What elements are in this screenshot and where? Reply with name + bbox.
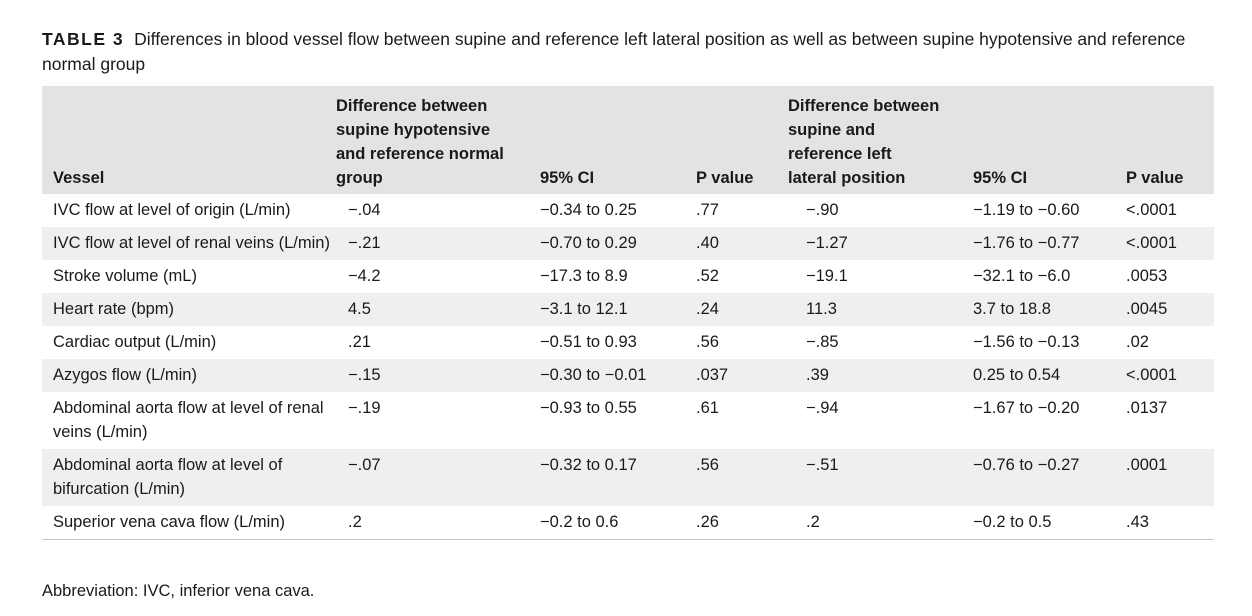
value-cell: −0.32 to 0.17 bbox=[540, 456, 637, 474]
table-row: IVC flow at level of origin (L/min) −.04 −… bbox=[42, 194, 1214, 227]
value-cell: <.0001 bbox=[1126, 234, 1177, 252]
data-table: Vessel Difference between supine hypoten… bbox=[42, 86, 1214, 540]
table-footnote: Abbreviation: IVC, inferior vena cava. bbox=[42, 582, 315, 600]
value-cell: −17.3 to 8.9 bbox=[540, 267, 628, 285]
value-cell: .0001 bbox=[1126, 456, 1168, 474]
vessel-cell: Abdominal aorta flow at level of bifurca… bbox=[53, 456, 283, 498]
value-cell: −1.19 to −0.60 bbox=[973, 201, 1080, 219]
column-header: Difference between supine and reference … bbox=[788, 97, 940, 187]
value-cell: .39 bbox=[806, 366, 829, 384]
vessel-cell: Azygos flow (L/min) bbox=[53, 366, 197, 384]
value-cell: −.07 bbox=[348, 456, 381, 474]
value-cell: 0.25 to 0.54 bbox=[973, 366, 1061, 384]
value-cell: −.90 bbox=[806, 201, 839, 219]
value-cell: 3.7 to 18.8 bbox=[973, 300, 1051, 318]
column-header: P value bbox=[1126, 169, 1184, 187]
value-cell: −.04 bbox=[348, 201, 381, 219]
value-cell: .02 bbox=[1126, 333, 1149, 351]
value-cell: −0.34 to 0.25 bbox=[540, 201, 637, 219]
value-cell: −32.1 to −6.0 bbox=[973, 267, 1071, 285]
column-header: 95% CI bbox=[540, 169, 595, 187]
table-row: Stroke volume (mL) −4.2 −17.3 to 8.9 .52 −19… bbox=[42, 260, 1214, 293]
value-cell: −0.2 to 0.6 bbox=[540, 506, 696, 540]
table-row: Abdominal aorta flow at level of renal v… bbox=[42, 392, 1214, 449]
value-cell: .56 bbox=[696, 333, 719, 351]
value-cell: −4.2 bbox=[348, 267, 381, 285]
value-cell: .56 bbox=[696, 456, 719, 474]
value-cell: .037 bbox=[696, 366, 729, 384]
value-cell: .43 bbox=[1126, 506, 1214, 540]
value-cell: −1.76 to −0.77 bbox=[973, 234, 1080, 252]
value-cell: −3.1 to 12.1 bbox=[540, 300, 628, 318]
vessel-cell: IVC flow at level of origin (L/min) bbox=[53, 201, 291, 219]
table-number: TABLE 3 bbox=[42, 29, 125, 49]
value-cell: 4.5 bbox=[348, 300, 371, 318]
value-cell: <.0001 bbox=[1126, 201, 1177, 219]
value-cell: .0053 bbox=[1126, 267, 1168, 285]
value-cell: −0.30 to −0.01 bbox=[540, 366, 647, 384]
table-row: Abdominal aorta flow at level of bifurca… bbox=[42, 449, 1214, 506]
value-cell: .2 bbox=[336, 506, 540, 540]
table-title: Differences in blood vessel flow between… bbox=[42, 29, 1186, 74]
value-cell: −0.51 to 0.93 bbox=[540, 333, 637, 351]
value-cell: −.94 bbox=[806, 399, 839, 417]
value-cell: −0.93 to 0.55 bbox=[540, 399, 637, 417]
value-cell: −.51 bbox=[806, 456, 839, 474]
table-row: IVC flow at level of renal veins (L/min)… bbox=[42, 227, 1214, 260]
table-caption: TABLE 3 Differences in blood vessel flow … bbox=[42, 27, 1222, 77]
value-cell: .61 bbox=[696, 399, 719, 417]
value-cell: −1.67 to −0.20 bbox=[973, 399, 1080, 417]
value-cell: .26 bbox=[696, 506, 788, 540]
value-cell: −.21 bbox=[348, 234, 381, 252]
value-cell: −0.70 to 0.29 bbox=[540, 234, 637, 252]
value-cell: .0137 bbox=[1126, 399, 1168, 417]
value-cell: −.85 bbox=[806, 333, 839, 351]
value-cell: −1.27 bbox=[806, 234, 848, 252]
column-header: Vessel bbox=[53, 169, 105, 187]
table-row: Heart rate (bpm) 4.5 −3.1 to 12.1 .24 11.3 3.… bbox=[42, 293, 1214, 326]
table-row: Superior vena cava flow (L/min) .2 −0.2 to… bbox=[42, 506, 1214, 540]
vessel-cell: Abdominal aorta flow at level of renal v… bbox=[53, 399, 324, 441]
table-row: Azygos flow (L/min) −.15 −0.30 to −0.01 .03… bbox=[42, 359, 1214, 392]
value-cell: .24 bbox=[696, 300, 719, 318]
column-header: Difference between supine hypotensive an… bbox=[336, 97, 504, 187]
table-row: Cardiac output (L/min) .21 −0.51 to 0.93 .5… bbox=[42, 326, 1214, 359]
value-cell: −0.2 to 0.5 bbox=[973, 506, 1126, 540]
value-cell: .2 bbox=[788, 506, 973, 540]
value-cell: −.19 bbox=[348, 399, 381, 417]
value-cell: .52 bbox=[696, 267, 719, 285]
value-cell: .77 bbox=[696, 201, 719, 219]
vessel-cell: Stroke volume (mL) bbox=[53, 267, 197, 285]
vessel-cell: Cardiac output (L/min) bbox=[53, 333, 217, 351]
value-cell: .0045 bbox=[1126, 300, 1168, 318]
value-cell: −19.1 bbox=[806, 267, 848, 285]
value-cell: 11.3 bbox=[806, 300, 837, 318]
column-header: P value bbox=[696, 169, 754, 187]
column-header: 95% CI bbox=[973, 169, 1028, 187]
value-cell: .40 bbox=[696, 234, 719, 252]
vessel-cell: Heart rate (bpm) bbox=[53, 300, 175, 318]
value-cell: −.15 bbox=[348, 366, 381, 384]
vessel-cell: Superior vena cava flow (L/min) bbox=[42, 506, 336, 540]
value-cell: −0.76 to −0.27 bbox=[973, 456, 1080, 474]
value-cell: −1.56 to −0.13 bbox=[973, 333, 1080, 351]
header-row: Vessel Difference between supine hypoten… bbox=[42, 86, 1214, 194]
vessel-cell: IVC flow at level of renal veins (L/min) bbox=[53, 234, 330, 252]
value-cell: <.0001 bbox=[1126, 366, 1177, 384]
value-cell: .21 bbox=[348, 333, 371, 351]
